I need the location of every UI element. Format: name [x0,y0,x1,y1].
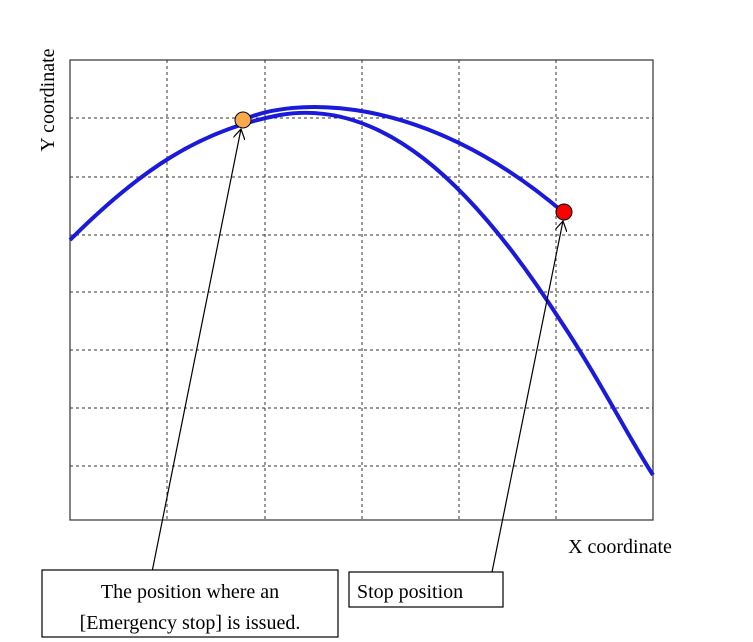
callout-text: [Emergency stop] is issued. [80,612,301,634]
grid [70,60,653,520]
trajectory [68,110,655,477]
callout-text: Stop position [357,581,463,603]
callout-box [41,569,339,638]
stop-trajectory [242,105,565,214]
emergency-point [234,111,252,129]
y-axis-label: Y coordinate [37,48,59,151]
stop-point [555,203,573,221]
arrow [151,129,241,573]
arrow [491,221,563,573]
plot-frame [69,59,654,521]
x-axis-label: X coordinate [568,536,672,558]
callout-text: The position where an [101,581,279,603]
callout-box [348,571,504,608]
